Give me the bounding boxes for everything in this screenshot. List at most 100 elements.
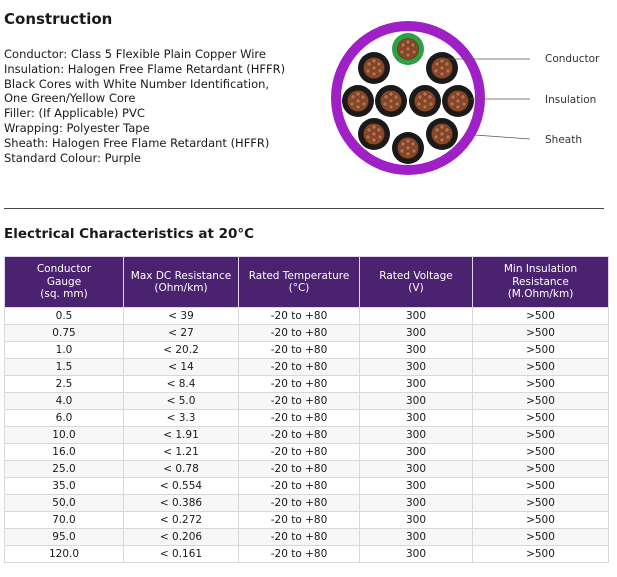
table-cell: -20 to +80 bbox=[238, 477, 360, 495]
electrical-title: Electrical Characteristics at 20°C bbox=[4, 226, 255, 242]
table-row: 0.75 < 27 -20 to +80 300 >500 bbox=[4, 324, 609, 342]
table-body: 0.5 < 39 -20 to +80 300 >500 0.75 < 27 -20 to +… bbox=[4, 307, 609, 563]
copper-strand bbox=[366, 61, 372, 67]
copper-strand bbox=[444, 127, 450, 133]
copper-strand bbox=[445, 68, 451, 74]
table-cell: 300 bbox=[359, 545, 473, 563]
copper-strand bbox=[439, 71, 445, 77]
copper-strand bbox=[444, 61, 450, 67]
copper-strand bbox=[410, 42, 416, 48]
copper-strand bbox=[365, 134, 371, 140]
copper-strand bbox=[439, 124, 445, 130]
copper-strand bbox=[361, 101, 367, 107]
spec-line: Insulation: Halogen Free Flame Retardant… bbox=[4, 61, 286, 76]
table-cell: >500 bbox=[472, 545, 609, 563]
table-cell: 300 bbox=[359, 375, 473, 393]
spec-line: Standard Colour: Purple bbox=[4, 150, 141, 165]
copper-strand bbox=[399, 49, 405, 55]
spec-line: Sheath: Halogen Free Flame Retardant (HF… bbox=[4, 135, 270, 150]
table-row: 70.0 < 0.272 -20 to +80 300 >500 bbox=[4, 511, 609, 529]
table-cell: >500 bbox=[472, 375, 609, 393]
table-cell: >500 bbox=[472, 443, 609, 461]
copper-strand bbox=[439, 137, 445, 143]
copper-strand bbox=[376, 127, 382, 133]
table-cell: 0.5 bbox=[4, 307, 124, 325]
copper-strand bbox=[411, 49, 417, 55]
table-cell: < 8.4 bbox=[123, 375, 239, 393]
table-cell: -20 to +80 bbox=[238, 375, 360, 393]
table-cell: -20 to +80 bbox=[238, 426, 360, 444]
table-row: 1.5 < 14 -20 to +80 300 >500 bbox=[4, 358, 609, 376]
table-row: 2.5 < 8.4 -20 to +80 300 >500 bbox=[4, 375, 609, 393]
cable-cross-section-diagram: Conductor Insulation Sheath bbox=[331, 21, 600, 175]
copper-strand bbox=[428, 101, 434, 107]
copper-strand bbox=[411, 148, 417, 154]
copper-strand bbox=[455, 91, 461, 97]
table-cell: 70.0 bbox=[4, 511, 124, 529]
copper-strand bbox=[460, 94, 466, 100]
table-cell: >500 bbox=[472, 426, 609, 444]
spec-line: Black Cores with White Number Identifica… bbox=[4, 76, 270, 91]
table-row: 120.0 < 0.161 -20 to +80 300 >500 bbox=[4, 545, 609, 563]
table-cell: < 5.0 bbox=[123, 392, 239, 410]
copper-strand bbox=[388, 104, 394, 110]
table-cell: >500 bbox=[472, 477, 609, 495]
copper-strand bbox=[417, 94, 423, 100]
cable-drawing bbox=[331, 21, 485, 175]
table-cell: 25.0 bbox=[4, 460, 124, 478]
table-header-row: Conductor Gauge (sq. mm) Max DC Resistance(… bbox=[4, 256, 609, 308]
table-row: 4.0 < 5.0 -20 to +80 300 >500 bbox=[4, 392, 609, 410]
table-cell: -20 to +80 bbox=[238, 341, 360, 359]
electrical-characteristics-table: Conductor Gauge (sq. mm) Max DC Resistance(… bbox=[4, 256, 609, 563]
table-cell: 2.5 bbox=[4, 375, 124, 393]
table-row: 35.0 < 0.554 -20 to +80 300 >500 bbox=[4, 477, 609, 495]
table-cell: -20 to +80 bbox=[238, 392, 360, 410]
table-cell: 300 bbox=[359, 511, 473, 529]
copper-strand bbox=[427, 94, 433, 100]
copper-strand bbox=[449, 101, 455, 107]
table-cell: 0.75 bbox=[4, 324, 124, 342]
copper-strand bbox=[439, 65, 445, 71]
table-row: 95.0 < 0.206 -20 to +80 300 >500 bbox=[4, 528, 609, 546]
table-cell: < 20.2 bbox=[123, 341, 239, 359]
table-row: 50.0 < 0.386 -20 to +80 300 >500 bbox=[4, 494, 609, 512]
table-cell: -20 to +80 bbox=[238, 307, 360, 325]
copper-strand bbox=[410, 141, 416, 147]
table-cell: 300 bbox=[359, 392, 473, 410]
copper-strand bbox=[461, 101, 467, 107]
copper-strand bbox=[405, 52, 411, 58]
table-cell: 35.0 bbox=[4, 477, 124, 495]
copper-strand bbox=[434, 61, 440, 67]
copper-strand bbox=[422, 91, 428, 97]
copper-strand bbox=[439, 58, 445, 64]
table-cell: 1.5 bbox=[4, 358, 124, 376]
table-cell: 4.0 bbox=[4, 392, 124, 410]
spec-line: Wrapping: Polyester Tape bbox=[4, 120, 150, 135]
copper-strand bbox=[416, 101, 422, 107]
table-cell: >500 bbox=[472, 494, 609, 512]
table-cell: -20 to +80 bbox=[238, 511, 360, 529]
table-cell: 16.0 bbox=[4, 443, 124, 461]
copper-strand bbox=[383, 94, 389, 100]
table-row: 25.0 < 0.78 -20 to +80 300 >500 bbox=[4, 460, 609, 478]
copper-strand bbox=[450, 94, 456, 100]
table-cell: 300 bbox=[359, 324, 473, 342]
column-header: Rated Voltage (V) bbox=[359, 256, 473, 308]
copper-strand bbox=[445, 134, 451, 140]
table-cell: >500 bbox=[472, 528, 609, 546]
copper-strand bbox=[400, 42, 406, 48]
table-row: 16.0 < 1.21 -20 to +80 300 >500 bbox=[4, 443, 609, 461]
copper-strand bbox=[388, 98, 394, 104]
copper-strand bbox=[355, 98, 361, 104]
table-cell: < 0.78 bbox=[123, 460, 239, 478]
table-cell: >500 bbox=[472, 460, 609, 478]
copper-strand bbox=[439, 131, 445, 137]
copper-strand bbox=[388, 91, 394, 97]
table-cell: >500 bbox=[472, 358, 609, 376]
table-cell: >500 bbox=[472, 324, 609, 342]
table-cell: < 3.3 bbox=[123, 409, 239, 427]
copper-strand bbox=[422, 98, 428, 104]
copper-strand bbox=[371, 137, 377, 143]
table-cell: >500 bbox=[472, 392, 609, 410]
copper-strand bbox=[376, 61, 382, 67]
